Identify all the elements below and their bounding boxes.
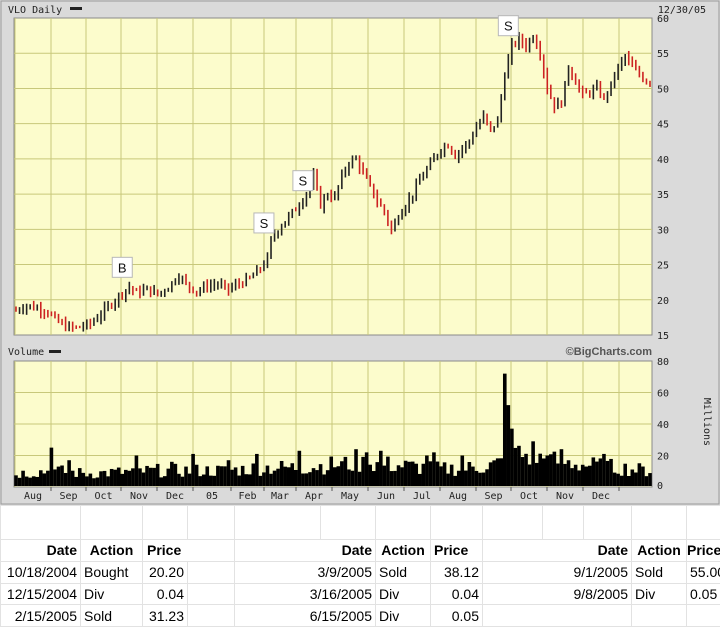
trade-marker-box [111, 256, 133, 278]
header-price: Price [686, 539, 720, 562]
volume-tick-label: 80 [657, 357, 669, 368]
trade-date: 3/16/2005 [234, 582, 376, 606]
price-axis-labels: 15 20 25 30 35 40 45 50 55 60 [657, 14, 669, 342]
price-tick-label: 45 [657, 120, 669, 131]
month-label: Sep [59, 491, 77, 502]
month-label: Oct [520, 491, 538, 502]
chart-date-label: 12/30/05 [658, 5, 706, 16]
trade-marker-box [253, 212, 275, 234]
price-tick-label: 50 [657, 84, 669, 95]
price-tick-label: 55 [657, 49, 669, 60]
header-action: Action [375, 539, 431, 562]
header-date: Date [482, 539, 632, 562]
month-label: Nov [130, 491, 148, 502]
chart-frame-border [0, 0, 720, 505]
trade-price: 20.20 [142, 560, 188, 584]
volume-axis-labels: 0 20 40 60 80 [657, 357, 669, 492]
month-label: Nov [556, 491, 574, 502]
month-label: Jun [377, 491, 395, 502]
header-price: Price [430, 539, 483, 562]
trade-price: 0.04 [142, 582, 188, 606]
price-tick-label: 20 [657, 296, 669, 307]
trade-date: 6/15/2005 [234, 604, 376, 627]
month-axis: Aug Sep Oct Nov Dec 05 Feb Mar Apr May Jun Jul Aug Se… [24, 487, 620, 502]
header-action: Action [80, 539, 143, 562]
trade-action: Div [631, 582, 687, 606]
trade-date: 2/15/2005 [0, 604, 81, 627]
volume-bars [14, 373, 652, 486]
price-tick-label: 15 [657, 331, 669, 342]
trade-action: Sold [375, 560, 431, 584]
header-action: Action [631, 539, 687, 562]
month-label: Jul [413, 491, 431, 502]
trade-price: 0.04 [430, 582, 483, 606]
month-label: 05 [206, 491, 218, 502]
volume-tick-label: 0 [657, 481, 663, 492]
trade-marker-label: S [299, 174, 308, 189]
month-label: Aug [24, 491, 42, 502]
trade-date: 9/1/2005 [482, 560, 632, 584]
month-label: Feb [238, 491, 256, 502]
table-row: 10/18/2004 Bought 20.20 3/9/2005 Sold 38… [0, 560, 720, 584]
table-row: 2/15/2005 Sold 31.23 6/15/2005 Div 0.05 [0, 604, 720, 627]
trade-date: 10/18/2004 [0, 560, 81, 584]
header-date: Date [234, 539, 376, 562]
trade-action: Sold [631, 560, 687, 584]
month-label: Apr [305, 491, 323, 502]
header-date: Date [0, 539, 81, 562]
month-label: Dec [166, 491, 184, 502]
volume-chart-title: Volume [8, 347, 44, 358]
price-tick-label: 25 [657, 261, 669, 272]
trade-marker-box [292, 170, 314, 192]
volume-axis-title: Millions [701, 398, 712, 446]
month-label: May [341, 491, 359, 502]
price-tick-label: 35 [657, 190, 669, 201]
stock-chart: B S S S 15 20 25 30 35 40 45 50 55 60 VLO Daily 12/3… [0, 0, 720, 505]
trade-date: 9/8/2005 [482, 582, 632, 606]
price-grid [14, 18, 652, 335]
month-label: Dec [592, 491, 610, 502]
month-label: Oct [94, 491, 112, 502]
trade-marker-label: S [504, 19, 513, 34]
header-price: Price [142, 539, 235, 562]
table-spacer-row [0, 504, 720, 541]
volume-legend-swatch [49, 350, 61, 353]
trade-marker-label: B [118, 260, 127, 275]
month-label: Aug [449, 491, 467, 502]
month-label: Sep [484, 491, 502, 502]
trade-price: 55.00 [686, 560, 720, 584]
trade-price: 0.05 [686, 582, 720, 606]
trade-action: Bought [80, 560, 143, 584]
trade-price: 38.12 [430, 560, 483, 584]
trade-price: 0.05 [430, 604, 483, 627]
price-tick-label: 60 [657, 14, 669, 25]
trades-table: Date Action Price Date Action Price Date… [0, 504, 720, 627]
trade-action: Div [375, 582, 431, 606]
trade-action: Div [80, 582, 143, 606]
price-tick-label: 40 [657, 155, 669, 166]
trade-marker-box [497, 15, 519, 37]
trade-price: 31.23 [142, 604, 188, 627]
watermark: ©BigCharts.com [566, 346, 653, 358]
table-row: 12/15/2004 Div 0.04 3/16/2005 Div 0.04 9… [0, 582, 720, 606]
price-chart-title: VLO Daily [8, 5, 62, 16]
trade-markers: B S S S [111, 15, 519, 278]
trade-action: Sold [80, 604, 143, 627]
table-header-row: Date Action Price Date Action Price Date… [0, 539, 720, 562]
trade-date: 3/9/2005 [234, 560, 376, 584]
price-legend-swatch [70, 7, 82, 10]
volume-tick-label: 20 [657, 452, 669, 463]
trade-action: Div [375, 604, 431, 627]
volume-tick-label: 60 [657, 389, 669, 400]
price-plot-area [13, 17, 653, 336]
trade-date: 12/15/2004 [0, 582, 81, 606]
trade-marker-label: S [260, 216, 269, 231]
month-label: Mar [271, 491, 289, 502]
price-bars [15, 31, 651, 332]
volume-tick-label: 40 [657, 420, 669, 431]
price-tick-label: 30 [657, 225, 669, 236]
